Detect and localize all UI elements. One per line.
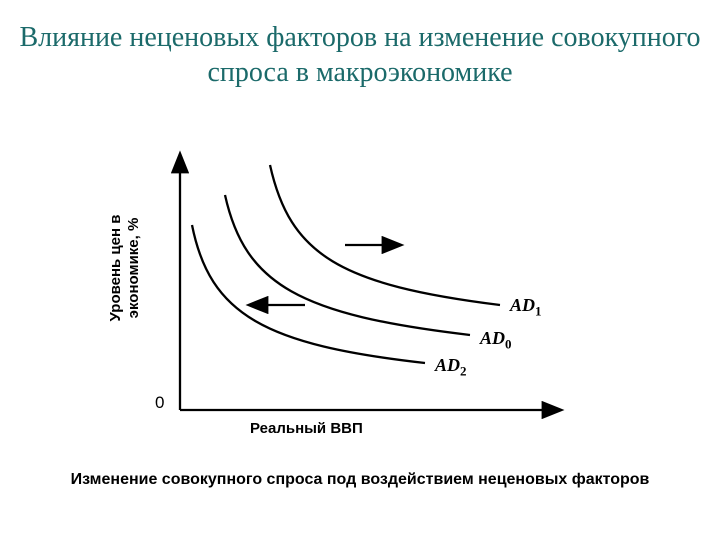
curve-label-ad0: AD0	[480, 328, 512, 353]
y-axis-label: Уровень цен в экономике, %	[107, 188, 143, 348]
curve-label-ad1: AD1	[510, 295, 542, 320]
x-axis-label: Реальный ВВП	[250, 420, 363, 437]
curve-label-ad2: AD2	[435, 355, 467, 380]
origin-label: 0	[155, 393, 164, 413]
curve-ad1	[270, 165, 500, 305]
chart-caption: Изменение совокупного спроса под воздейс…	[0, 470, 720, 491]
chart-svg	[100, 145, 620, 465]
curve-ad0	[225, 195, 470, 335]
demand-chart: Уровень цен в экономике, % Реальный ВВП …	[100, 145, 620, 465]
page-title: Влияние неценовых факторов на изменение …	[0, 0, 720, 90]
